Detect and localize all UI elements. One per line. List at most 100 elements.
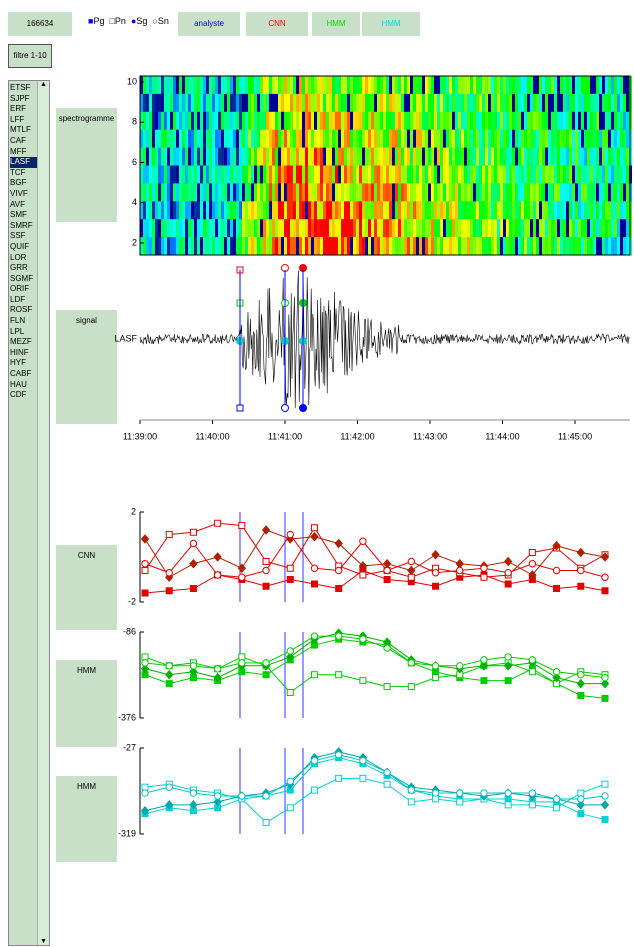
spectrogram-cell — [614, 93, 617, 113]
station[interactable]: MTLF — [10, 125, 31, 135]
spectrogram-cell — [545, 237, 548, 256]
spectrogram-cell — [167, 129, 170, 149]
spectrogram-cell — [293, 76, 296, 95]
station[interactable]: LOR — [10, 252, 27, 262]
station[interactable]: ROSF — [10, 305, 33, 315]
station[interactable]: HINF — [10, 347, 29, 357]
spectrogram-cell — [446, 219, 449, 238]
station[interactable]: MEZF — [10, 337, 32, 347]
spectrogram-cell — [155, 129, 158, 149]
spectrogram-cell — [362, 129, 365, 149]
spectrogram-cell — [347, 147, 350, 166]
spectrogram-cell — [590, 129, 593, 149]
score-point — [359, 677, 367, 685]
spectrogram-cell — [584, 219, 587, 238]
station[interactable]: HYF — [10, 358, 26, 368]
spectrogram-cell — [521, 201, 524, 220]
station[interactable]: FLN — [10, 316, 26, 326]
spectrogram-cell — [323, 129, 326, 149]
station[interactable]: SGMF — [10, 273, 34, 283]
station[interactable]: GRR — [10, 263, 28, 273]
spectrogram-cell — [428, 93, 431, 113]
station[interactable]: ORIF — [10, 284, 30, 294]
station[interactable]: BGF — [10, 178, 27, 188]
spectrogram-cell — [323, 165, 326, 184]
spectrogram-cell — [191, 76, 194, 95]
spectrogram-cell — [497, 129, 500, 149]
spectrogram-cell — [284, 201, 287, 220]
scroll-up[interactable]: ▲ — [40, 81, 47, 88]
legend-label: Sg — [136, 16, 148, 26]
station[interactable]: LPL — [10, 326, 25, 336]
spectrogram-cell — [623, 111, 626, 131]
spectrogram-cell — [326, 201, 329, 220]
spectrogram-cell — [452, 219, 455, 238]
spectrogram-cell — [416, 147, 419, 166]
spectrogram-cell — [617, 237, 620, 256]
spectrogram-cell — [494, 219, 497, 238]
station[interactable]: CABF — [10, 369, 32, 379]
score-point — [576, 800, 585, 810]
scroll-down[interactable]: ▼ — [40, 938, 47, 945]
spectrogram-cell — [569, 147, 572, 166]
spectrogram-cell — [488, 183, 491, 202]
spectrogram-cell — [266, 147, 269, 166]
station[interactable]: LFF — [10, 114, 25, 124]
station[interactable]: SJPF — [10, 93, 30, 103]
station[interactable]: LASF — [10, 157, 38, 168]
spectrogram-cell — [446, 165, 449, 184]
spectrogram-cell — [527, 93, 530, 113]
score-point — [601, 780, 609, 788]
spectrogram-cell — [164, 165, 167, 184]
spectrogram-cell — [506, 165, 509, 184]
spectrogram-cell — [527, 129, 530, 149]
spectrogram-cell — [173, 93, 176, 113]
station[interactable]: HAU — [10, 379, 27, 389]
spectrogram-cell — [323, 111, 326, 131]
spectrogram-cell — [560, 129, 563, 149]
spectrogram-cell — [536, 147, 539, 166]
station[interactable]: SSF — [10, 231, 26, 241]
spectrogram-cell — [458, 237, 461, 256]
spectrogram-cell — [209, 219, 212, 238]
station[interactable]: AVF — [10, 199, 25, 209]
spectrogram-cell — [557, 93, 560, 113]
station[interactable]: MFF — [10, 146, 27, 156]
spectrogram-cell — [617, 219, 620, 238]
station-list[interactable]: ETSF SJPF ERF LFF MTLF CAF MFF LASF TCF BGF VIVF AV… — [8, 80, 50, 946]
station[interactable]: ERF — [10, 104, 26, 114]
station[interactable]: CAF — [10, 135, 26, 145]
filter-button[interactable]: filtre 1-10 — [8, 44, 52, 68]
spectrogram-cell — [278, 237, 281, 256]
spectrogram-cell — [401, 165, 404, 184]
station[interactable]: ETSF — [10, 83, 31, 92]
analyst-button[interactable]: analyste — [178, 12, 240, 36]
station[interactable]: QUIF — [10, 241, 30, 251]
spectrogram-cell — [413, 76, 416, 95]
spectrogram-cell — [527, 237, 530, 256]
spectrogram-cell — [347, 76, 350, 95]
score-point — [577, 691, 585, 699]
station[interactable]: CDF — [10, 390, 27, 400]
hmm-button[interactable]: HMM — [362, 12, 420, 36]
spectrogram-cell — [575, 147, 578, 166]
spectrogram-cell — [344, 129, 347, 149]
cnn-button[interactable]: CNN — [246, 12, 308, 36]
spectrogram-cell — [479, 237, 482, 256]
hmm-button[interactable]: HMM — [312, 12, 360, 36]
spectrogram-cell — [398, 93, 401, 113]
spectrogram-cell — [419, 147, 422, 166]
spectrogram-cell — [341, 129, 344, 149]
station[interactable]: LDF — [10, 294, 26, 304]
spectrogram-cell — [431, 201, 434, 220]
score-point — [165, 662, 173, 670]
spectrogram-cell — [323, 147, 326, 166]
station[interactable]: SMRF — [10, 220, 33, 230]
station[interactable]: VIVF — [10, 188, 28, 198]
spectrogram-cell — [593, 111, 596, 131]
station[interactable]: TCF — [10, 167, 26, 177]
station[interactable]: SMF — [10, 210, 27, 220]
scrollbar[interactable]: ▲ ▼ — [37, 81, 49, 945]
spectrogram-cell — [473, 111, 476, 131]
spectrogram-cell — [218, 76, 221, 95]
